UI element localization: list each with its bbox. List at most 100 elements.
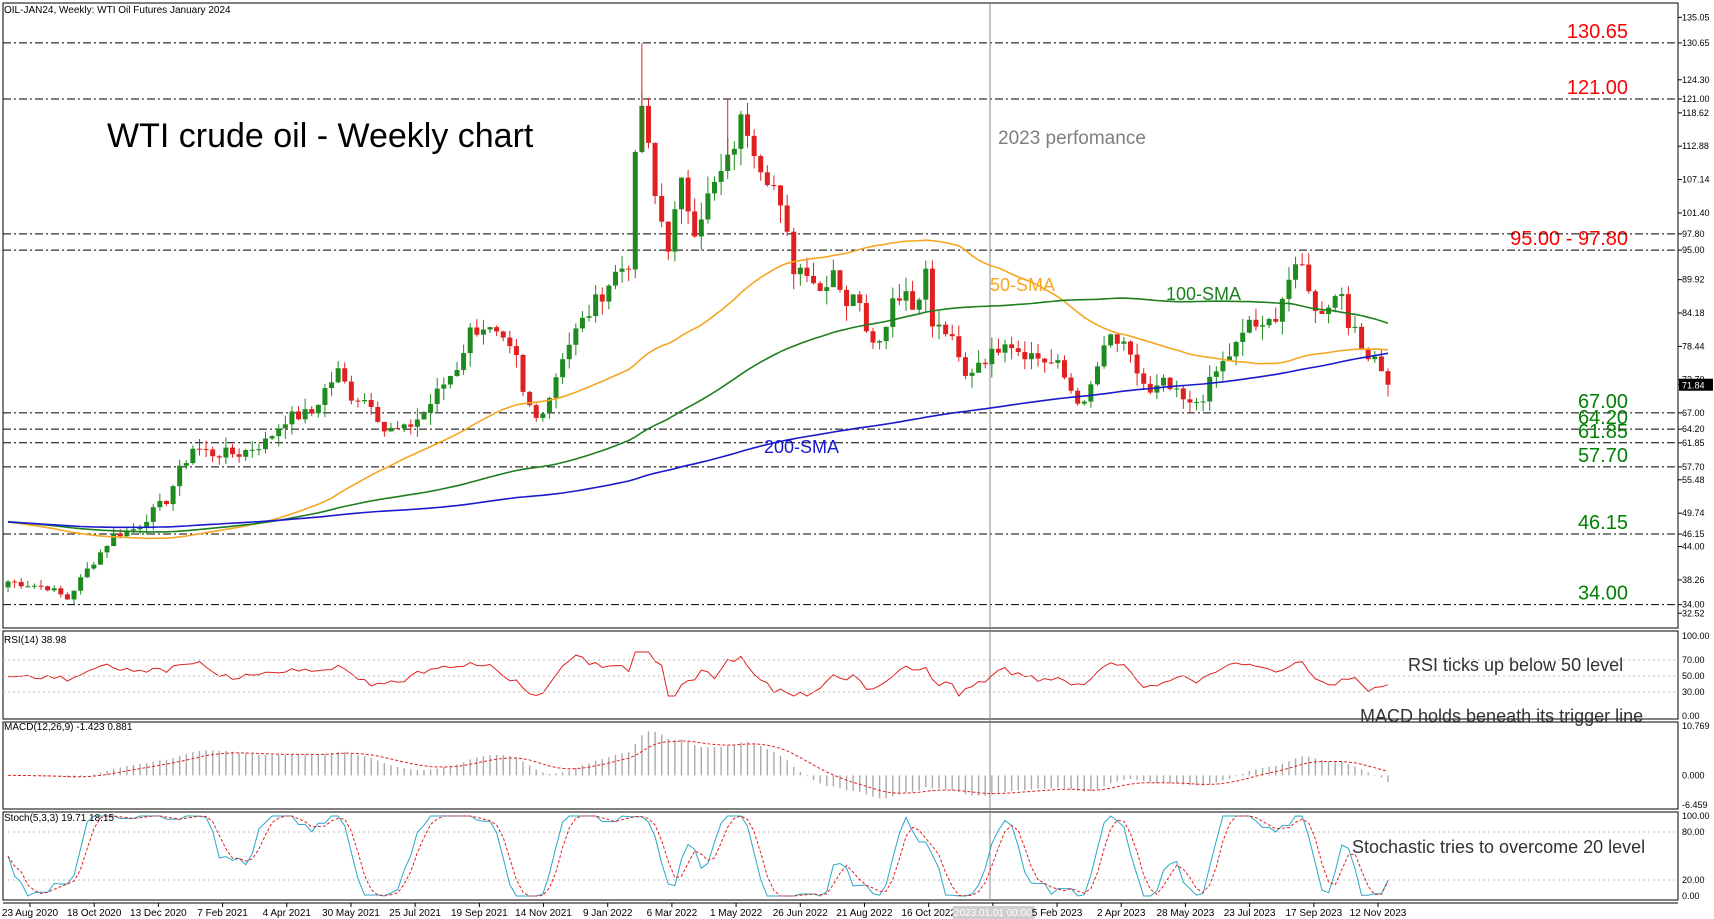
candle-body — [877, 341, 883, 343]
current-price-box — [1679, 378, 1713, 391]
price-tick-label: 38.26 — [1682, 575, 1705, 585]
candle-body — [5, 581, 11, 588]
rsi-tick-label: 30.00 — [1682, 687, 1705, 697]
candle-body — [38, 585, 44, 587]
candle-body — [1220, 361, 1226, 372]
candle-body — [1068, 377, 1074, 391]
sma100-label: 100-SMA — [1166, 284, 1241, 304]
macd-note: MACD holds beneath its trigger line — [1360, 706, 1643, 726]
price-tick-label: 64.20 — [1682, 424, 1705, 434]
candle-body — [1319, 311, 1325, 314]
stoch-tick-label: 80.00 — [1682, 827, 1705, 837]
candle-body — [401, 424, 407, 429]
x-tick-label: 28 May 2023 — [1157, 908, 1215, 919]
candle-body — [1187, 399, 1193, 403]
candle-body — [1035, 353, 1041, 359]
candle-body — [289, 411, 295, 425]
candle-body — [685, 177, 691, 212]
candle-body — [731, 148, 737, 155]
price-tick-label: 67.00 — [1682, 408, 1705, 418]
candle-body — [929, 268, 935, 327]
candle-body — [678, 177, 684, 210]
sma50-line — [7, 239, 1389, 540]
price-tick-label: 95.00 — [1682, 245, 1705, 255]
candle-body — [758, 156, 764, 173]
candle-body — [764, 172, 770, 186]
candle-body — [665, 221, 671, 252]
candle-body — [302, 409, 308, 420]
price-tick-label: 112.88 — [1682, 141, 1709, 151]
candle-body — [309, 409, 315, 414]
candle-body — [645, 105, 651, 143]
candle-body — [1279, 298, 1285, 322]
candle-body — [619, 268, 625, 272]
candle-body — [1088, 384, 1094, 402]
candle-body — [1345, 294, 1351, 328]
candle-body — [771, 185, 777, 187]
stoch-tick-label: 100.00 — [1682, 811, 1710, 821]
candle-body — [414, 419, 420, 427]
level-label: 95.00 - 97.80 — [1510, 228, 1628, 250]
candle-body — [381, 421, 387, 432]
candle-body — [778, 185, 784, 206]
stoch-tick-label: 0.00 — [1682, 891, 1700, 901]
candle-body — [97, 552, 103, 565]
sma50-label: 50-SMA — [990, 275, 1055, 295]
x-tick-label: 6 Mar 2022 — [647, 908, 698, 919]
candle-body — [546, 397, 552, 414]
candle-body — [183, 463, 189, 466]
candle-body — [500, 331, 506, 338]
price-tick-label: 78.44 — [1682, 341, 1705, 351]
candle-body — [84, 568, 90, 578]
candle-body — [229, 447, 235, 455]
candle-body — [58, 588, 64, 595]
candle-body — [276, 428, 282, 437]
candle-body — [170, 486, 176, 505]
x-tick-label: 30 May 2021 — [322, 908, 380, 919]
candle-body — [51, 588, 57, 591]
candle-body — [573, 328, 579, 345]
candle-body — [1286, 279, 1292, 299]
level-label: 61.85 — [1578, 421, 1628, 443]
candle-body — [837, 270, 843, 290]
candle-body — [1207, 376, 1213, 402]
candle-body — [269, 436, 275, 439]
candle-body — [830, 270, 836, 288]
candle-body — [863, 303, 869, 332]
candlestick-series[interactable] — [5, 42, 1391, 605]
candle-body — [329, 382, 335, 389]
candle-body — [243, 450, 249, 457]
candle-body — [1213, 371, 1219, 377]
candle-body — [1227, 356, 1233, 362]
candle-body — [1293, 264, 1299, 280]
price-tick-label: 97.80 — [1682, 229, 1705, 239]
candle-body — [1359, 326, 1365, 349]
x-tick-label: 1 May 2022 — [710, 908, 763, 919]
candle-body — [249, 449, 255, 451]
candle-body — [111, 533, 117, 547]
rsi-note: RSI ticks up below 50 level — [1408, 655, 1623, 675]
candle-body — [1200, 401, 1206, 403]
x-tick-label: 18 Oct 2020 — [67, 908, 122, 919]
price-tick-label: 89.92 — [1682, 275, 1705, 285]
rsi-tick-label: 70.00 — [1682, 655, 1705, 665]
candle-body — [817, 283, 823, 292]
candle-body — [949, 334, 955, 337]
candle-body — [428, 404, 434, 413]
candle-body — [586, 316, 592, 318]
sma200-line — [7, 352, 1389, 529]
candle-body — [824, 287, 830, 292]
candle-body — [196, 448, 202, 450]
candle-body — [811, 275, 817, 284]
symbol-header: OIL-JAN24, Weekly: WTI Oil Futures Janua… — [4, 5, 231, 16]
candle-body — [962, 357, 968, 376]
candle-body — [177, 465, 183, 487]
sma200-label: 200-SMA — [764, 437, 839, 457]
candle-body — [1134, 354, 1140, 374]
candle-body — [857, 294, 863, 304]
candle-body — [480, 329, 486, 335]
candle-body — [64, 594, 70, 600]
moving-averages — [7, 239, 1389, 540]
candle-body — [883, 326, 889, 342]
